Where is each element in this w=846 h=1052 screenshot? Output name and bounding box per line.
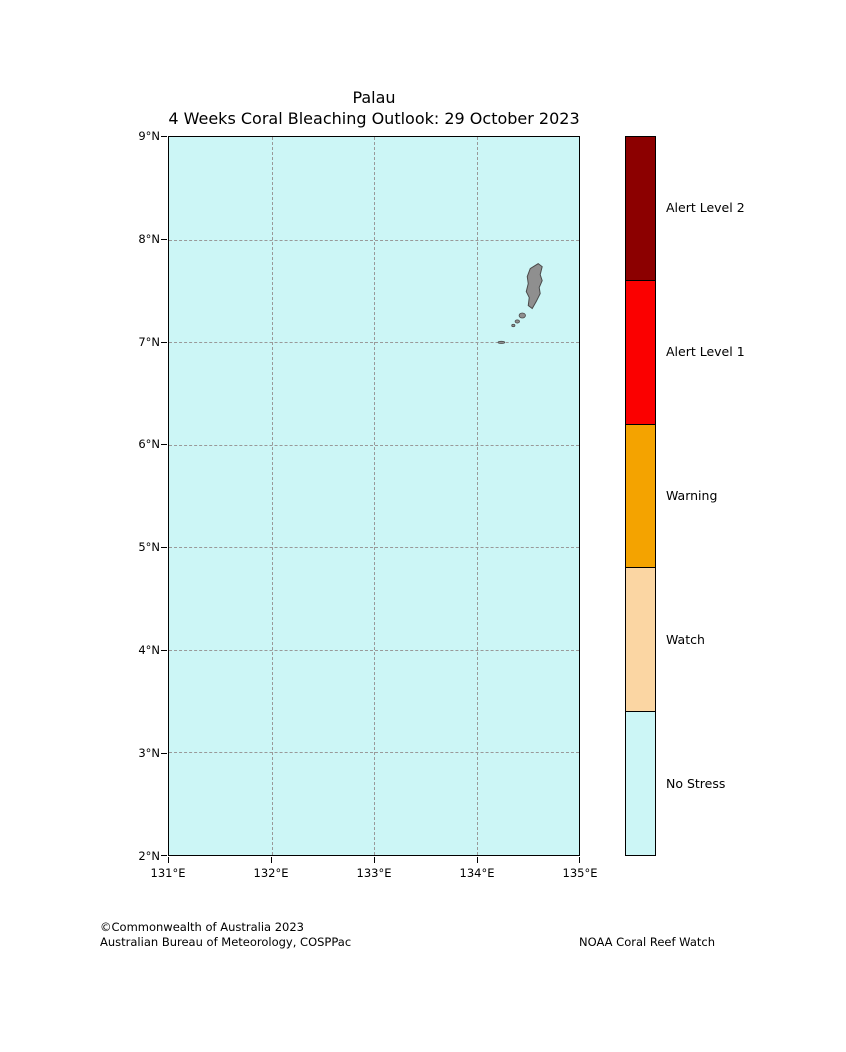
legend-swatch-alert-level-1 bbox=[626, 279, 655, 424]
legend-swatch-alert-level-2 bbox=[626, 137, 655, 280]
ytick-mark-3n bbox=[161, 753, 167, 754]
babeldaob-island bbox=[525, 263, 543, 310]
ytick-9n: 9°N bbox=[138, 129, 160, 143]
xtick-mark-133e bbox=[374, 857, 375, 863]
ytick-5n: 5°N bbox=[138, 540, 160, 554]
legend-label-warning: Warning bbox=[666, 488, 718, 503]
legend-label-watch: Watch bbox=[666, 632, 705, 647]
palau-landmass bbox=[497, 263, 543, 344]
gridline-vertical-134e bbox=[476, 137, 478, 855]
xtick-133e: 133°E bbox=[356, 866, 392, 880]
gridline-horizontal-7n bbox=[169, 342, 579, 344]
ytick-mark-4n bbox=[161, 650, 167, 651]
ytick-3n: 3°N bbox=[138, 746, 160, 760]
ytick-7n: 7°N bbox=[138, 335, 160, 349]
ytick-4n: 4°N bbox=[138, 643, 160, 657]
ytick-mark-8n bbox=[161, 239, 167, 240]
gridline-vertical-132e bbox=[271, 137, 273, 855]
legend-label-alert-level-1: Alert Level 1 bbox=[666, 344, 745, 359]
legend-swatch-no-stress bbox=[626, 711, 655, 855]
xtick-mark-132e bbox=[271, 857, 272, 863]
legend-colorbar bbox=[625, 136, 656, 856]
legend-swatch-watch bbox=[626, 567, 655, 712]
footer-attribution: Australian Bureau of Meteorology, COSPPa… bbox=[100, 935, 352, 949]
title-block: Palau 4 Weeks Coral Bleaching Outlook: 2… bbox=[64, 87, 684, 129]
koror-island bbox=[518, 312, 526, 319]
gridline-horizontal-6n bbox=[169, 444, 579, 446]
xtick-134e: 134°E bbox=[459, 866, 495, 880]
ytick-mark-7n bbox=[161, 342, 167, 343]
small-island-2 bbox=[511, 323, 516, 328]
xtick-132e: 132°E bbox=[253, 866, 289, 880]
map-subtitle: 4 Weeks Coral Bleaching Outlook: 29 Octo… bbox=[168, 109, 580, 128]
xtick-mark-131e bbox=[168, 857, 169, 863]
xtick-135e: 135°E bbox=[562, 866, 598, 880]
xtick-mark-134e bbox=[477, 857, 478, 863]
gridline-vertical-133e bbox=[374, 137, 375, 855]
legend-label-alert-level-2: Alert Level 2 bbox=[666, 200, 745, 215]
ytick-6n: 6°N bbox=[138, 437, 160, 451]
small-island-1 bbox=[514, 319, 520, 324]
ytick-2n: 2°N bbox=[138, 849, 160, 863]
ytick-8n: 8°N bbox=[138, 232, 160, 246]
gridline-horizontal-3n bbox=[169, 752, 579, 754]
footer-credit: NOAA Coral Reef Watch bbox=[579, 935, 715, 949]
gridline-horizontal-4n bbox=[169, 649, 579, 651]
xtick-mark-135e bbox=[579, 857, 580, 863]
ytick-mark-9n bbox=[161, 136, 167, 137]
gridline-horizontal-8n bbox=[169, 239, 579, 241]
ytick-mark-6n bbox=[161, 444, 167, 445]
ytick-mark-2n bbox=[161, 855, 167, 856]
map-title: Palau bbox=[352, 88, 396, 107]
xtick-131e: 131°E bbox=[150, 866, 186, 880]
footer-copyright: ©Commonwealth of Australia 2023 bbox=[100, 920, 305, 934]
peleliu-island bbox=[497, 340, 506, 344]
legend-swatch-warning bbox=[626, 423, 655, 568]
gridline-horizontal-5n bbox=[169, 547, 579, 549]
legend-label-no-stress: No Stress bbox=[666, 776, 726, 791]
ytick-mark-5n bbox=[161, 547, 167, 548]
map-area bbox=[168, 136, 580, 856]
